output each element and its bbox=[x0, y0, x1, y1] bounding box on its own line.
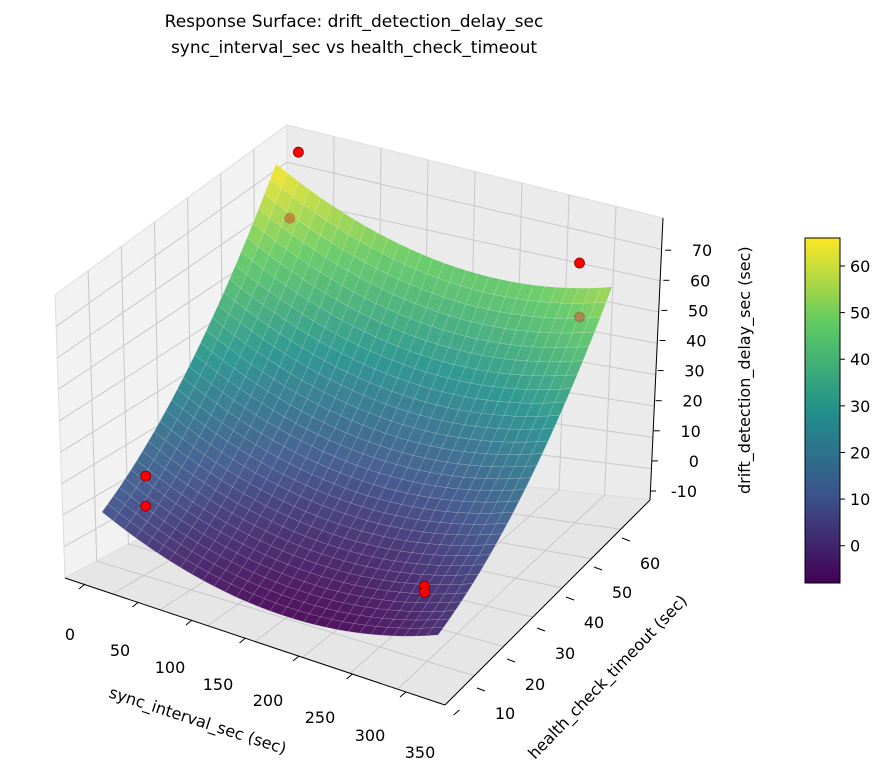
y-tick bbox=[565, 596, 575, 601]
colorbar-tick-label: 60 bbox=[850, 257, 870, 276]
x-tick bbox=[78, 583, 86, 590]
surface-cell bbox=[432, 618, 451, 629]
data-point bbox=[284, 212, 296, 224]
y-axis-label: health_check_timeout (sec) bbox=[524, 591, 691, 763]
y-tick bbox=[506, 658, 516, 663]
x-tick bbox=[292, 655, 300, 662]
chart-subtitle: sync_interval_sec vs health_check_timeou… bbox=[170, 38, 538, 58]
z-tick-label: 10 bbox=[680, 422, 700, 441]
z-tick-label: 70 bbox=[692, 241, 712, 260]
x-tick bbox=[185, 619, 193, 626]
z-tick-label: 40 bbox=[686, 332, 706, 351]
x-tick bbox=[346, 673, 353, 680]
colorbar-tick-label: 0 bbox=[850, 537, 860, 556]
z-tick-label: 0 bbox=[689, 452, 699, 471]
y-tick-label: 50 bbox=[612, 583, 632, 602]
z-tick-label: 20 bbox=[682, 392, 702, 411]
z-gridline bbox=[55, 161, 662, 327]
y-axis-line bbox=[444, 499, 651, 706]
chart-title: Response Surface: drift_detection_delay_… bbox=[164, 12, 544, 32]
colorbar-tick-label: 20 bbox=[850, 443, 870, 462]
surface-cell bbox=[472, 554, 491, 566]
data-point bbox=[419, 586, 430, 598]
x-tick-label: 0 bbox=[65, 625, 75, 644]
axes: 0 50 100 150 200 250 300 350 10 20 30 40 50 60 -10 0 10 2… bbox=[64, 217, 712, 762]
colorbar-tick-label: 40 bbox=[850, 350, 870, 369]
surface-cell bbox=[490, 522, 509, 535]
y-tick-label: 40 bbox=[584, 613, 604, 632]
surface bbox=[101, 163, 613, 637]
x-gridline bbox=[397, 206, 617, 690]
x-tick-label: 200 bbox=[253, 691, 284, 710]
x-tick bbox=[132, 601, 139, 608]
surface-cell bbox=[461, 573, 480, 585]
y-tick-label: 60 bbox=[640, 554, 660, 573]
x-tick-label: 250 bbox=[305, 708, 336, 727]
z-axis-label: drift_detection_delay_sec (sec) bbox=[735, 246, 755, 494]
y-tick-label: 10 bbox=[495, 704, 515, 723]
data-point bbox=[574, 257, 585, 269]
surface-cell bbox=[554, 388, 572, 404]
colorbar bbox=[804, 237, 841, 584]
colorbar-tick-label: 30 bbox=[850, 397, 870, 416]
z-tick-label: 30 bbox=[684, 362, 704, 381]
data-point bbox=[574, 311, 585, 323]
surface-cell bbox=[443, 601, 462, 612]
surface-cell bbox=[426, 626, 445, 636]
data-point bbox=[140, 500, 152, 512]
z-axis-line bbox=[649, 217, 664, 501]
surface-cell bbox=[524, 453, 543, 467]
x-tick bbox=[399, 691, 407, 698]
data-point bbox=[292, 146, 304, 158]
y-tick bbox=[536, 627, 546, 632]
x-tick bbox=[239, 637, 246, 644]
data-point bbox=[140, 470, 152, 482]
colorbar-ticks: 0 10 20 30 40 50 60 bbox=[840, 257, 870, 556]
x-tick-label: 350 bbox=[405, 743, 436, 762]
z-tick-label: 60 bbox=[690, 271, 710, 290]
y-tick bbox=[593, 566, 603, 571]
colorbar-tick-label: 10 bbox=[850, 490, 870, 509]
data-points bbox=[140, 146, 585, 598]
x-tick-label: 300 bbox=[355, 726, 386, 745]
surface-cell bbox=[507, 489, 526, 502]
surface-cell bbox=[583, 316, 601, 333]
x-axis-line bbox=[64, 577, 446, 706]
x-tick-label: 50 bbox=[110, 641, 130, 660]
z-tick-label: -10 bbox=[671, 482, 697, 501]
x-tick bbox=[453, 709, 460, 716]
colorbar-tick-label: 50 bbox=[850, 304, 870, 323]
y-tick-label: 20 bbox=[525, 675, 545, 694]
x-tick-label: 150 bbox=[203, 675, 234, 694]
y-tick-label: 30 bbox=[555, 644, 575, 663]
z-tick-label: 50 bbox=[688, 301, 708, 320]
y-tick bbox=[621, 537, 631, 542]
y-gridline bbox=[87, 270, 475, 677]
surface-cell bbox=[495, 511, 514, 525]
x-tick-label: 100 bbox=[155, 658, 186, 677]
y-tick bbox=[476, 687, 486, 692]
